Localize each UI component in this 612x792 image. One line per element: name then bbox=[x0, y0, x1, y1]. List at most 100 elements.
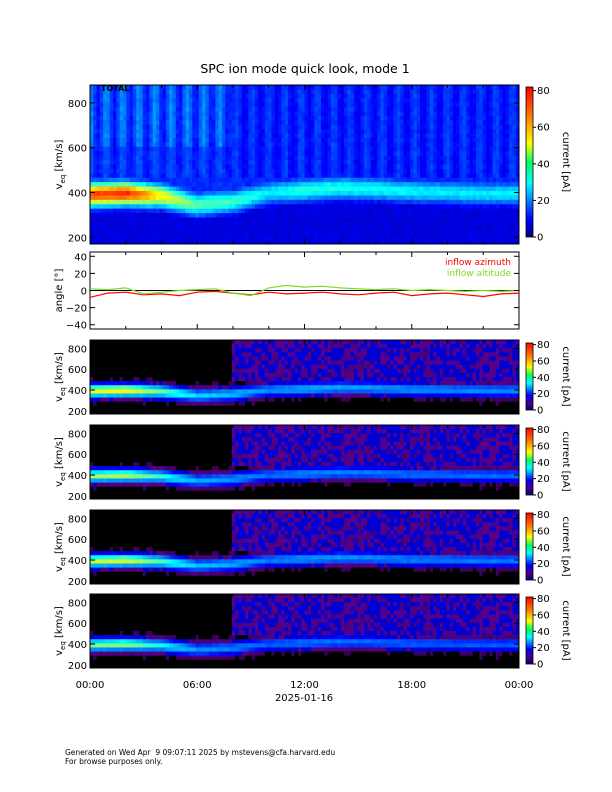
heatmap-cell bbox=[347, 146, 352, 152]
heatmap-cell bbox=[449, 85, 454, 91]
heatmap-cell bbox=[486, 177, 490, 183]
heatmap-cell bbox=[512, 239, 517, 244]
heatmap-cell bbox=[337, 164, 342, 170]
heatmap-cell bbox=[123, 182, 127, 188]
heatmap-cell bbox=[212, 129, 216, 135]
heatmap-cell bbox=[459, 160, 464, 166]
heatmap-cell bbox=[218, 221, 223, 227]
heatmap-cell bbox=[476, 177, 480, 183]
heatmap-cell bbox=[472, 98, 477, 104]
heatmap-cell bbox=[459, 120, 464, 126]
heatmap-cell bbox=[449, 146, 454, 152]
heatmap-cell bbox=[126, 124, 131, 130]
heatmap-cell bbox=[307, 230, 312, 236]
heatmap-cell bbox=[132, 115, 137, 121]
heatmap-cell bbox=[403, 89, 408, 95]
heatmap-cell bbox=[93, 360, 98, 366]
heatmap-cell bbox=[288, 89, 292, 95]
heatmap-cell bbox=[179, 182, 183, 188]
heatmap-cell bbox=[271, 102, 276, 108]
heatmap-cell bbox=[205, 89, 210, 95]
heatmap-cell bbox=[109, 115, 114, 121]
heatmap-cell bbox=[258, 235, 263, 241]
heatmap-cell bbox=[99, 195, 104, 201]
heatmap-cell bbox=[433, 160, 438, 166]
heatmap-cell bbox=[410, 115, 414, 121]
heatmap-cell bbox=[99, 173, 104, 179]
heatmap-cell bbox=[505, 186, 510, 192]
heatmap-cell bbox=[248, 160, 253, 166]
heatmap-cell bbox=[393, 160, 398, 166]
heatmap-cell bbox=[146, 191, 150, 197]
heatmap-cell bbox=[370, 133, 375, 139]
heatmap-cell bbox=[469, 129, 474, 135]
heatmap-cell bbox=[469, 160, 474, 166]
heatmap-cell bbox=[499, 115, 504, 121]
heatmap-cell bbox=[258, 160, 263, 166]
heatmap-cell bbox=[255, 107, 259, 113]
heatmap-cell bbox=[512, 217, 517, 223]
heatmap-cell bbox=[238, 89, 243, 95]
heatmap-cell bbox=[99, 385, 104, 390]
heatmap-cell bbox=[390, 151, 395, 157]
heatmap-cell bbox=[126, 381, 131, 386]
heatmap-cell bbox=[443, 173, 447, 179]
heatmap-cell bbox=[198, 129, 203, 135]
heatmap-cell bbox=[354, 102, 358, 108]
heatmap-cell bbox=[459, 107, 464, 113]
heatmap-cell bbox=[515, 239, 519, 244]
heatmap-cell bbox=[93, 124, 98, 130]
heatmap-cell bbox=[340, 204, 345, 210]
heatmap-cell bbox=[93, 344, 98, 349]
heatmap-cell bbox=[126, 221, 131, 227]
heatmap-cell bbox=[489, 146, 494, 152]
heatmap-cell bbox=[297, 221, 302, 227]
heatmap-cell bbox=[205, 173, 210, 179]
heatmap-cell bbox=[307, 226, 312, 232]
heatmap-cell bbox=[370, 107, 375, 113]
colorbar-tick-label: 20 bbox=[537, 196, 550, 207]
heatmap-cell bbox=[383, 168, 388, 174]
heatmap-cell bbox=[354, 120, 358, 126]
heatmap-cell bbox=[390, 124, 395, 130]
heatmap-cell bbox=[492, 208, 497, 214]
heatmap-cell bbox=[357, 195, 362, 201]
heatmap-cell bbox=[492, 107, 497, 113]
heatmap-cell bbox=[499, 164, 504, 170]
heatmap-cell bbox=[390, 146, 395, 152]
heatmap-cell bbox=[251, 221, 256, 227]
heatmap-cell bbox=[106, 173, 111, 179]
heatmap-cell bbox=[354, 151, 358, 157]
heatmap-cell bbox=[116, 89, 121, 95]
heatmap-cell bbox=[113, 372, 117, 378]
heatmap-cell bbox=[297, 160, 302, 166]
heatmap-cell bbox=[123, 360, 127, 366]
heatmap-cell bbox=[113, 129, 117, 135]
heatmap-cell bbox=[238, 208, 243, 214]
heatmap-cell bbox=[499, 120, 504, 126]
heatmap-cell bbox=[274, 142, 279, 148]
heatmap-cell bbox=[192, 129, 197, 135]
heatmap-cell bbox=[90, 151, 94, 157]
heatmap-cell bbox=[515, 120, 519, 126]
heatmap-cell bbox=[231, 221, 236, 227]
heatmap-cell bbox=[126, 239, 131, 244]
heatmap-cell bbox=[146, 89, 150, 95]
heatmap-cell bbox=[284, 186, 289, 192]
heatmap-cell bbox=[456, 177, 461, 183]
heatmap-cell bbox=[433, 230, 438, 236]
heatmap-cell bbox=[462, 213, 467, 219]
heatmap-cell bbox=[182, 89, 187, 95]
heatmap-cell bbox=[340, 115, 345, 121]
heatmap-cell bbox=[245, 102, 249, 108]
heatmap-cell bbox=[202, 221, 207, 227]
heatmap-cell bbox=[436, 155, 441, 161]
heatmap-cell bbox=[198, 177, 203, 183]
heatmap-cell bbox=[337, 235, 342, 241]
heatmap-cell bbox=[156, 98, 160, 104]
heatmap-cell bbox=[360, 155, 365, 161]
heatmap-cell bbox=[383, 164, 388, 170]
heatmap-cell bbox=[472, 168, 477, 174]
heatmap-cell bbox=[106, 111, 111, 117]
heatmap-cell bbox=[495, 107, 500, 113]
